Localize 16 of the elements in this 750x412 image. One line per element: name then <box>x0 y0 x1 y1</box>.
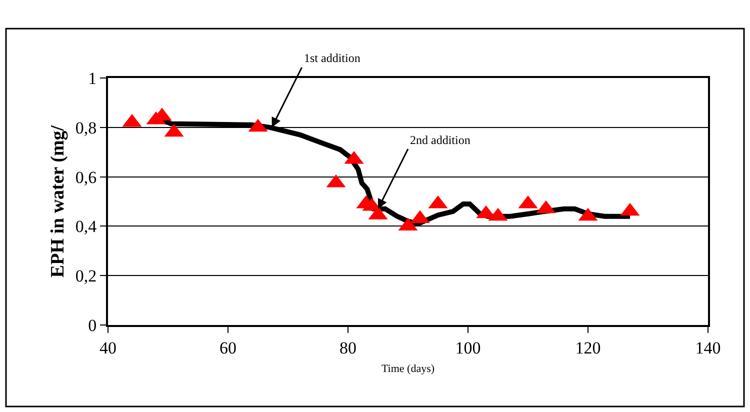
x-tick-label: 120 <box>575 338 601 358</box>
y-axis-title: EPH in water (mg/ <box>48 124 69 278</box>
y-tick-label: 0,4 <box>75 217 98 236</box>
x-axis-title: Time (days) <box>381 363 435 376</box>
y-tick-label: 0,2 <box>75 266 97 286</box>
x-tick-label: 100 <box>455 338 481 358</box>
x-tick-label: 60 <box>220 338 236 358</box>
y-tick-label: 0,6 <box>75 168 97 187</box>
y-tick-label: 0 <box>88 316 97 335</box>
x-tick-label: 40 <box>100 338 116 358</box>
annotation: 2nd addition <box>410 133 470 147</box>
y-tick-label: 1 <box>88 68 97 88</box>
y-tick-label: 0,8 <box>75 118 97 138</box>
x-tick-label: 80 <box>340 338 356 358</box>
annotation: 1st addition <box>304 51 360 65</box>
x-tick-label: 140 <box>695 338 721 358</box>
